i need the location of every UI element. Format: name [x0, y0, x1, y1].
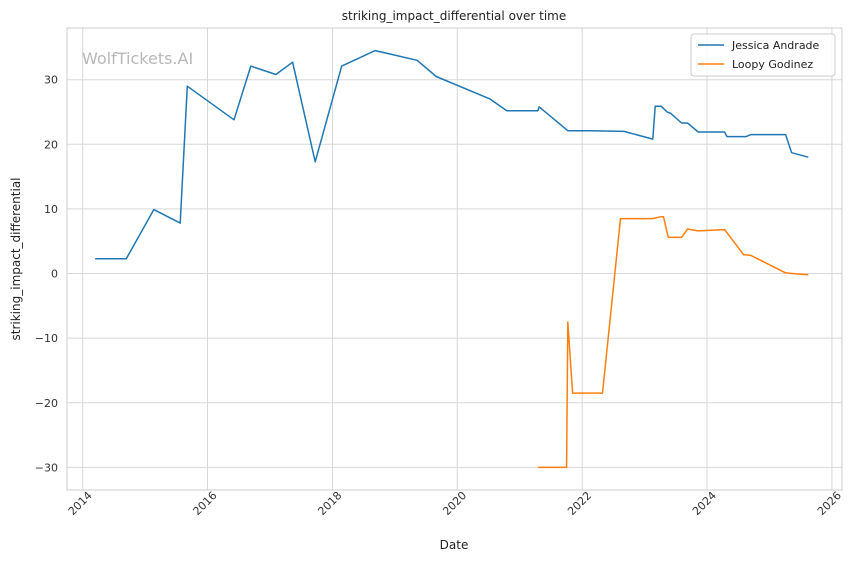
x-axis-title: Date [440, 538, 469, 552]
grid [67, 28, 842, 490]
y-tick-label: 10 [44, 203, 58, 216]
x-tick-label: 2016 [191, 489, 220, 518]
series-line-loopy-godinez [537, 215, 809, 469]
series-line-jessica-andrade [95, 49, 809, 260]
chart-title: striking_impact_differential over time [342, 9, 567, 23]
watermark: WolfTickets.AI [82, 49, 193, 68]
legend-label-loopy-godinez: Loopy Godinez [732, 58, 813, 71]
series-lines [95, 49, 809, 469]
y-tick-label: 0 [51, 268, 58, 281]
legend-box [690, 33, 836, 77]
y-tick-label: −30 [35, 461, 58, 474]
plot-frame [66, 27, 843, 491]
legend-label-jessica-andrade: Jessica Andrade [731, 39, 820, 52]
y-tick-label: −20 [35, 397, 58, 410]
legend: Jessica Andrade Loopy Godinez [690, 33, 836, 77]
x-tick-label: 2018 [315, 489, 344, 518]
y-tick-label: −10 [35, 332, 58, 345]
axis-ticks: 2014 2016 2018 2020 2022 2024 2026 −30 −20 −10 0 10… [35, 74, 844, 518]
y-tick-label: 30 [44, 74, 58, 87]
x-tick-label: 2026 [815, 489, 844, 518]
x-tick-label: 2024 [690, 489, 719, 518]
y-axis-title: striking_impact_differential [9, 177, 23, 340]
x-tick-label: 2022 [565, 489, 594, 518]
y-tick-label: 20 [44, 138, 58, 151]
x-tick-label: 2014 [66, 489, 95, 518]
x-tick-label: 2020 [440, 489, 469, 518]
